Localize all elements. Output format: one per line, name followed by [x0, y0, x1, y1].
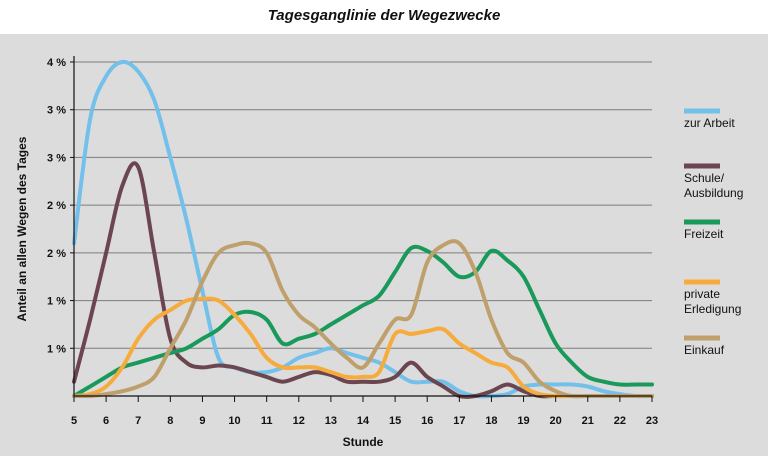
x-tick-label: 22 — [614, 415, 626, 427]
x-tick-label: 14 — [357, 415, 370, 427]
x-tick-label: 8 — [167, 415, 173, 427]
y-axis-label: Anteil an allen Wegen des Tages — [15, 136, 29, 321]
x-tick-label: 5 — [71, 415, 77, 427]
legend-label-1: Schule/ — [684, 171, 725, 185]
legend-label-3: private — [684, 287, 720, 301]
series-line-4 — [72, 239, 654, 399]
legend-label-0: zur Arbeit — [684, 116, 735, 130]
y-tick-label: 2 % — [47, 200, 66, 212]
y-tick-label: 4 % — [47, 57, 66, 69]
series-line-2 — [72, 244, 654, 398]
series-line-0 — [72, 59, 654, 399]
x-tick-label: 7 — [135, 415, 141, 427]
legend-label-3: Erledigung — [684, 302, 741, 316]
legend-label-1: Ausbildung — [684, 186, 743, 200]
x-tick-label: 10 — [228, 415, 240, 427]
x-tick-label: 15 — [389, 415, 401, 427]
y-tick-label: 2 % — [47, 248, 66, 260]
chart-title: Tagesganglinie der Wegezwecke — [267, 7, 501, 24]
legend-label-2: Freizeit — [684, 227, 724, 241]
x-tick-label: 21 — [582, 415, 594, 427]
y-tick-label: 1 % — [47, 296, 66, 308]
x-tick-label: 11 — [261, 415, 273, 427]
x-tick-label: 23 — [646, 415, 658, 427]
x-tick-label: 13 — [325, 415, 337, 427]
y-tick-label: 3 % — [47, 152, 66, 164]
legend: zur Arbeit Schule/Ausbildung Freizeit priva… — [684, 108, 743, 357]
series-lines — [72, 59, 654, 399]
x-tick-label: 9 — [199, 415, 205, 427]
x-tick-label: 16 — [421, 415, 433, 427]
series-line-1 — [72, 161, 654, 399]
x-axis-label: Stunde — [343, 435, 384, 449]
x-tick-label: 17 — [453, 415, 465, 427]
axes — [70, 56, 653, 402]
x-tick-label: 20 — [550, 415, 562, 427]
x-tick-label: 12 — [293, 415, 305, 427]
x-tick-labels: 5 6 7 8 9 10 11 12 13 14 15 16 17 18 19 20 21 22 23 — [71, 415, 658, 427]
x-tick-label: 18 — [485, 415, 497, 427]
y-tick-labels: 1 % 1 % 2 % 2 % 3 % 3 % 4 % — [47, 57, 66, 355]
x-tick-label: 6 — [103, 415, 109, 427]
x-tick-label: 19 — [517, 415, 529, 427]
y-tick-label: 3 % — [47, 105, 66, 117]
legend-label-4: Einkauf — [684, 343, 725, 357]
y-tick-label: 1 % — [47, 343, 66, 355]
